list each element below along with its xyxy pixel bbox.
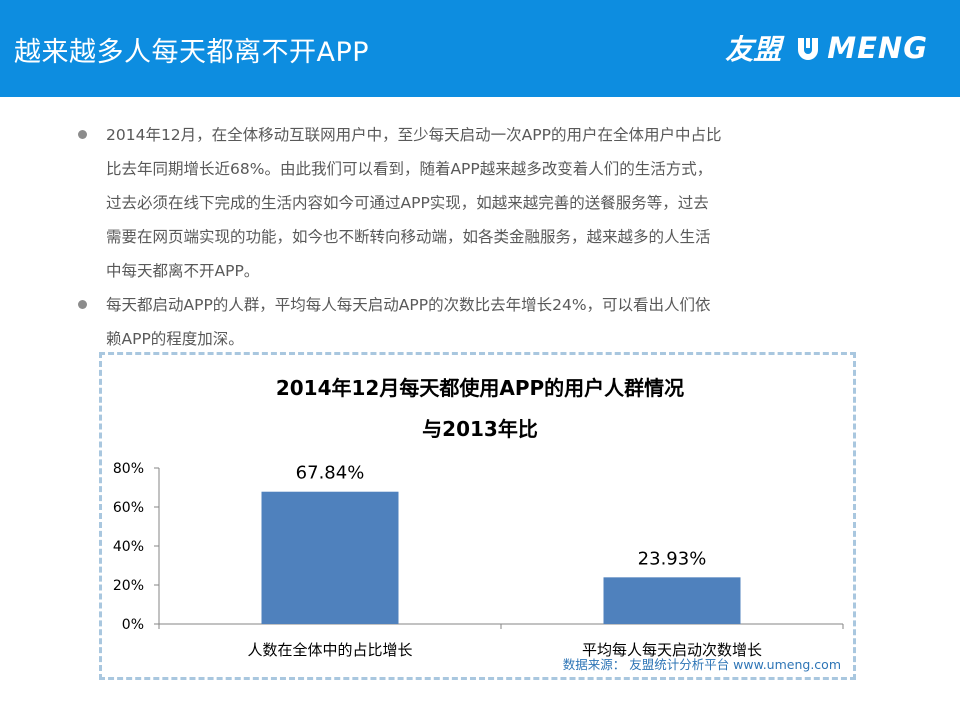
x-category-label: 人数在全体中的占比增长 [247, 641, 412, 659]
page-title: 越来越多人每天都离不开APP [14, 37, 370, 68]
bullet-line: 比去年同期增长近68%。由此我们可以看到，随着APP越来越多改变着人们的生活方式… [106, 160, 713, 178]
y-tick-label: 40% [113, 539, 144, 555]
bar-value-label: 23.93% [638, 548, 707, 569]
bullet-dot-icon [78, 300, 87, 309]
data-source-note: 数据来源： 友盟统计分析平台 www.umeng.com [562, 657, 841, 672]
chart-subtitle: 与2013年比 [422, 417, 538, 441]
chart-title: 2014年12月每天都使用APP的用户人群情况 [276, 376, 684, 400]
bullet-list: 2014年12月，在全体移动互联网用户中，至少每天启动一次APP的用户在全体用户… [78, 118, 848, 356]
bar-value-label: 67.84% [296, 463, 365, 484]
bullet-line: 赖APP的程度加深。 [106, 330, 244, 348]
y-tick-label: 0% [122, 617, 144, 633]
bullet-item: 每天都启动APP的人群，平均每人每天启动APP的次数比去年增长24%，可以看出人… [78, 288, 848, 356]
bullet-line: 每天都启动APP的人群，平均每人每天启动APP的次数比去年增长24%，可以看出人… [106, 296, 711, 314]
y-tick-label: 60% [113, 500, 144, 516]
y-tick-label: 20% [113, 578, 144, 594]
bullet-item: 2014年12月，在全体移动互联网用户中，至少每天启动一次APP的用户在全体用户… [78, 118, 848, 288]
bar-chart: 2014年12月每天都使用APP的用户人群情况 与2013年比 0% 20% 40%… [113, 376, 844, 659]
logo-chinese-text: 友盟 [725, 33, 782, 66]
bullet-line: 中每天都离不开APP。 [106, 262, 260, 280]
header-bar: 越来越多人每天都离不开APP 友盟 MENG [0, 0, 960, 97]
bullet-line: 需要在网页端实现的功能，如今也不断转向移动端，如各类金融服务，越来越多的人生活 [106, 228, 711, 246]
bar [261, 491, 399, 624]
y-tick-label: 80% [113, 461, 144, 477]
umeng-logo: 友盟 MENG [725, 30, 928, 66]
logo-english-text: MENG [827, 31, 928, 65]
bullet-dot-icon [78, 130, 87, 139]
bullet-line: 2014年12月，在全体移动互联网用户中，至少每天启动一次APP的用户在全体用户… [106, 126, 722, 144]
umeng-u-icon [798, 38, 819, 60]
bullet-line: 过去必须在线下完成的生活内容如今可通过APP实现，如越来越完善的送餐服务等，过去 [106, 194, 709, 212]
bar [603, 577, 741, 624]
chart-container: 2014年12月每天都使用APP的用户人群情况 与2013年比 0% 20% 40%… [99, 352, 856, 680]
x-category-label: 平均每人每天启动次数增长 [582, 641, 762, 659]
